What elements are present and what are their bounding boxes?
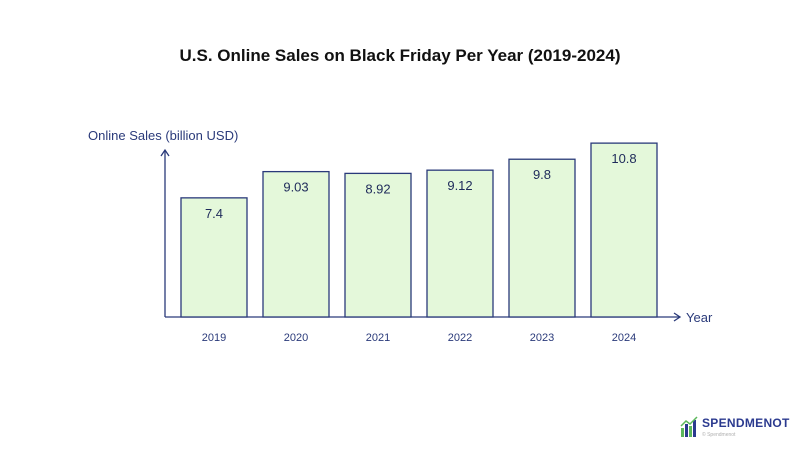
data-label-2024: 10.8 — [611, 151, 636, 166]
data-label-2023: 9.8 — [533, 167, 551, 182]
bar-chart-logo-icon — [680, 416, 698, 437]
tick-label-2024: 2024 — [612, 332, 636, 344]
brand-name: SPENDMENOT — [702, 416, 790, 430]
bar-group: 7.4 2019 9.03 2020 8.92 2021 9.12 2022 9.8 2023 10… — [180, 142, 658, 344]
brand-credit: © Spendmenot — [702, 432, 736, 438]
bar-2021 — [344, 172, 412, 318]
tick-label-2019: 2019 — [202, 332, 226, 344]
x-axis-label: Year — [686, 310, 713, 325]
y-axis-arrow-icon — [160, 148, 170, 157]
x-axis-arrow-icon — [673, 312, 682, 322]
data-label-2019: 7.4 — [205, 206, 223, 221]
bar-2022 — [426, 169, 494, 318]
tick-label-2020: 2020 — [284, 332, 308, 344]
bar-2023 — [508, 158, 576, 318]
bar-2019 — [180, 197, 248, 318]
data-label-2020: 9.03 — [283, 180, 308, 195]
brand-logo: SPENDMENOT © Spendmenot — [680, 412, 790, 442]
tick-label-2023: 2023 — [530, 332, 554, 344]
data-label-2021: 8.92 — [365, 181, 390, 196]
y-axis-label: Online Sales (billion USD) — [88, 128, 238, 143]
bar-2020 — [262, 170, 330, 318]
data-label-2022: 9.12 — [447, 178, 472, 193]
chart-title: U.S. Online Sales on Black Friday Per Ye… — [179, 46, 621, 65]
bar-2024 — [590, 142, 658, 318]
tick-label-2022: 2022 — [448, 332, 472, 344]
tick-label-2021: 2021 — [366, 332, 390, 344]
